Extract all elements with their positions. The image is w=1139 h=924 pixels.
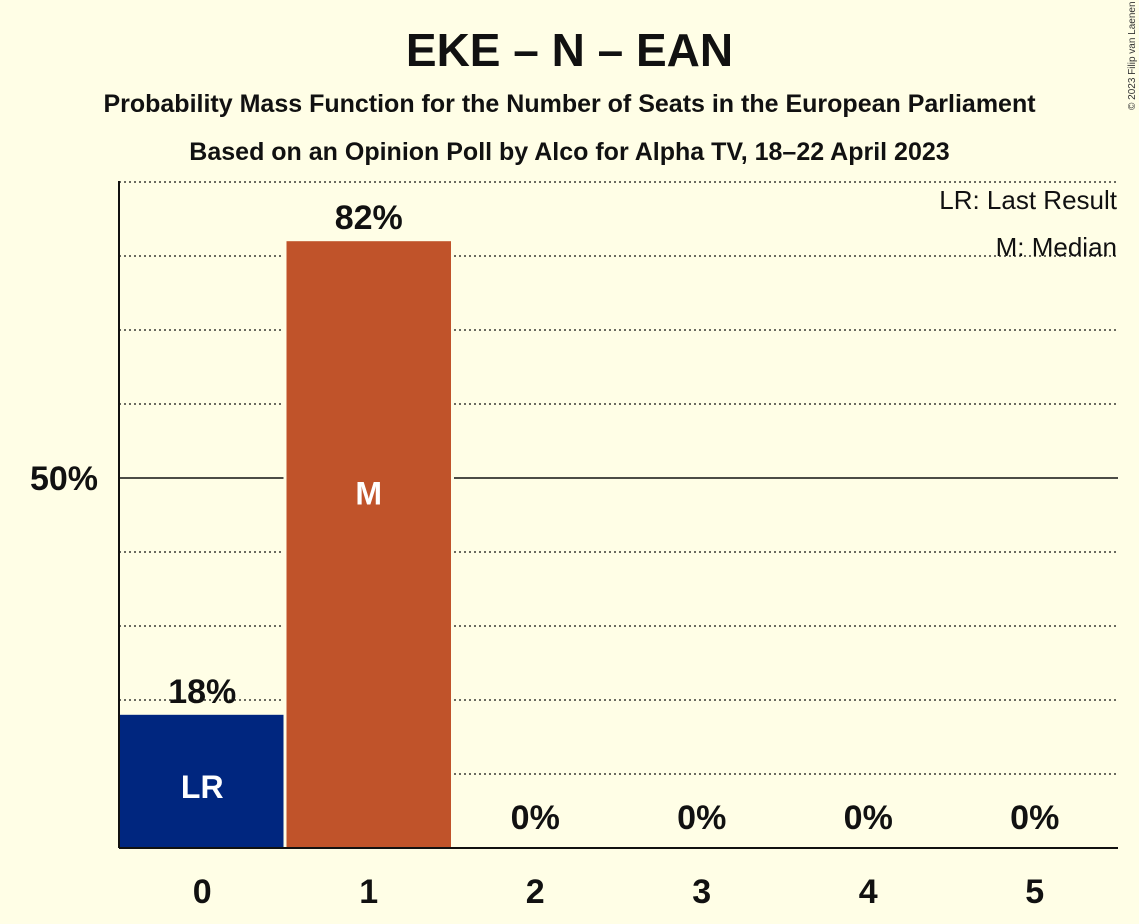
legend: LR: Last Result M: Median xyxy=(939,185,1118,262)
axes: 50% 0 1 2 3 4 5 xyxy=(30,181,1118,911)
data-label: 18% xyxy=(168,673,236,711)
data-label: 0% xyxy=(844,799,893,837)
bars xyxy=(117,239,454,848)
x-tick-label: 1 xyxy=(359,873,378,911)
chart-subtitle: Probability Mass Function for the Number… xyxy=(103,90,1036,118)
x-tick-label: 5 xyxy=(1025,873,1044,911)
data-label: 0% xyxy=(511,799,560,837)
data-labels: 18% LR 82% M 0% 0% 0% 0% xyxy=(168,199,1059,837)
y-tick-label: 50% xyxy=(30,460,98,498)
gridlines xyxy=(119,181,1118,775)
chart-title: EKE – N – EAN xyxy=(405,24,734,76)
x-tick-label: 4 xyxy=(859,873,878,911)
data-label: 0% xyxy=(677,799,726,837)
bar-seats-1 xyxy=(286,241,451,848)
median-marker: M xyxy=(355,476,382,512)
legend-median: M: Median xyxy=(996,232,1117,262)
legend-last-result: LR: Last Result xyxy=(939,185,1118,215)
last-result-marker: LR xyxy=(181,769,224,805)
x-tick-label: 0 xyxy=(193,873,212,911)
chart-subtitle-source: Based on an Opinion Poll by Alco for Alp… xyxy=(189,138,950,166)
data-label: 82% xyxy=(335,199,403,237)
data-label: 0% xyxy=(1010,799,1059,837)
x-tick-label: 3 xyxy=(692,873,711,911)
x-tick-label: 2 xyxy=(526,873,545,911)
bar-seats-0 xyxy=(120,714,285,848)
